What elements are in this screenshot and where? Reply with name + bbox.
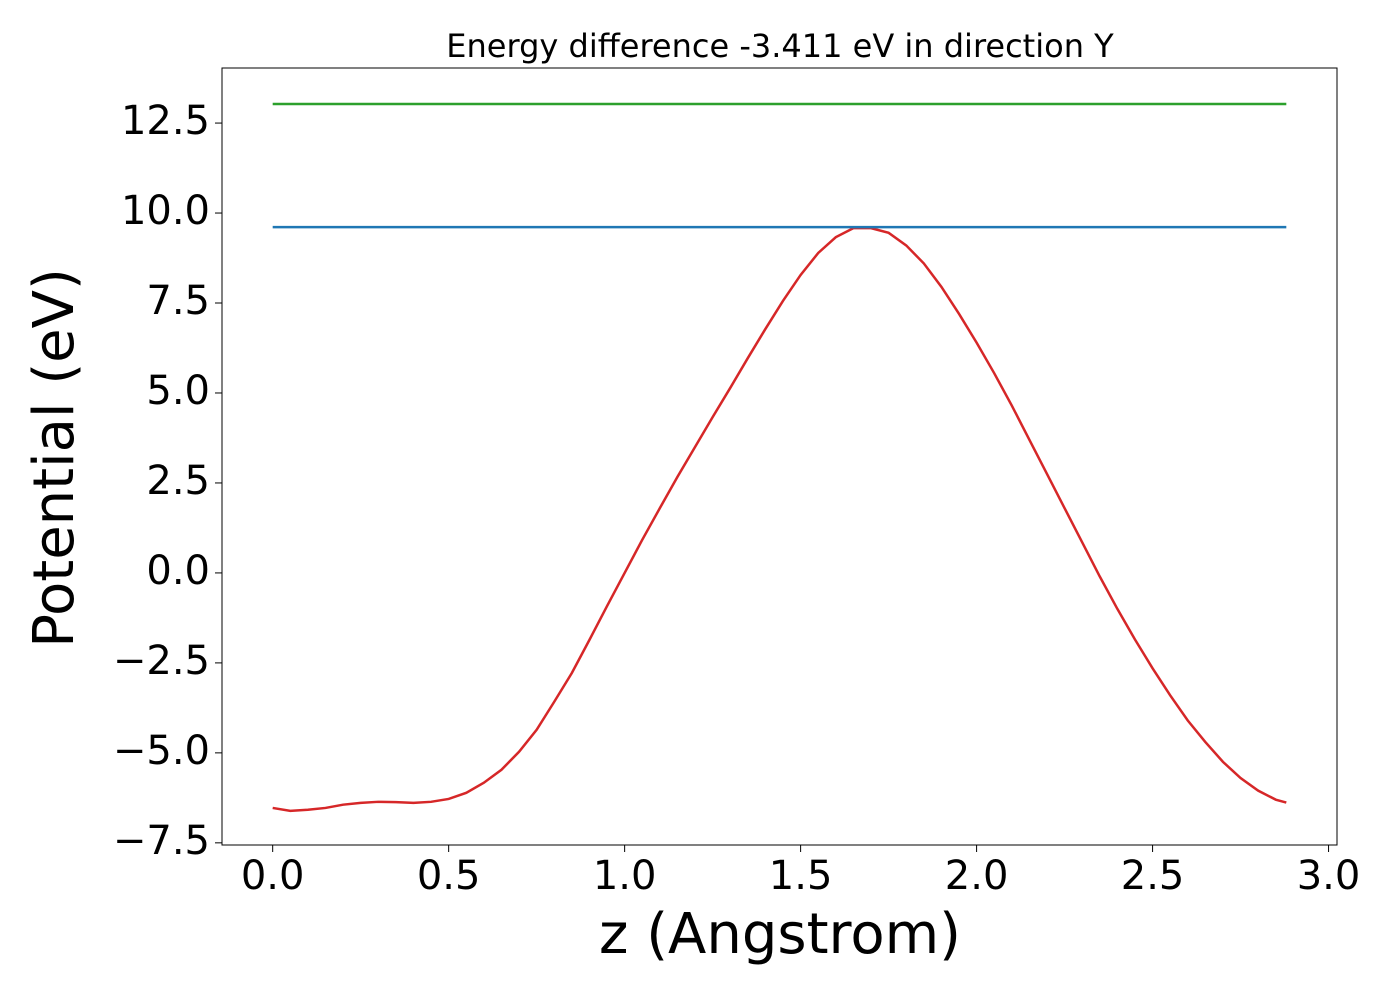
y-axis-label: Potential (eV) bbox=[22, 268, 87, 648]
y-tick-label: 5.0 bbox=[146, 368, 210, 414]
y-tick-label: 12.5 bbox=[121, 98, 210, 144]
plot-frame bbox=[221, 67, 1338, 846]
y-tick-label: 10.0 bbox=[121, 188, 210, 234]
x-tick-label: 1.0 bbox=[593, 853, 657, 899]
y-tick-label: −7.5 bbox=[113, 818, 210, 864]
x-axis-label: z (Angstrom) bbox=[599, 902, 961, 967]
x-tick-label: 0.0 bbox=[241, 853, 305, 899]
y-tick-label: 2.5 bbox=[146, 458, 210, 504]
x-tick-label: 1.5 bbox=[769, 853, 833, 899]
x-tick-label: 3.0 bbox=[1297, 853, 1361, 899]
y-tick-label: 0.0 bbox=[146, 548, 210, 594]
series-line bbox=[272, 226, 1287, 813]
y-tick-label: 7.5 bbox=[146, 278, 210, 324]
x-tick-label: 2.5 bbox=[1121, 853, 1185, 899]
y-tick-label: −5.0 bbox=[113, 728, 210, 774]
chart-title: Energy difference -3.411 eV in direction… bbox=[446, 27, 1114, 65]
y-tick-label: −2.5 bbox=[113, 638, 210, 684]
x-tick-label: 2.0 bbox=[945, 853, 1009, 899]
x-tick-label: 0.5 bbox=[417, 853, 481, 899]
